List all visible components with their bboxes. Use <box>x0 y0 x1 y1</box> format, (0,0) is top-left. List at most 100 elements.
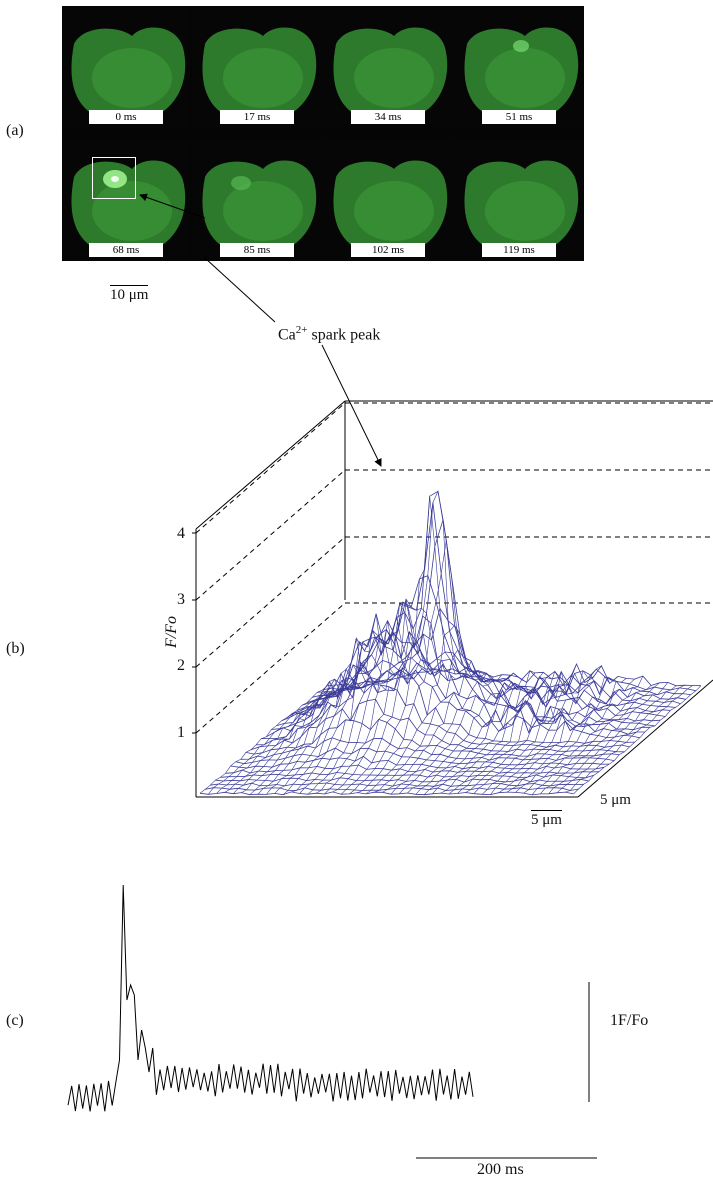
mesh-column-line <box>490 676 619 795</box>
axis-top-diagonal <box>195 400 346 530</box>
mesh-column-line <box>357 625 486 793</box>
mesh-column-line <box>531 682 660 796</box>
image-frame: 85 ms <box>193 139 321 261</box>
mesh-column-line <box>415 672 544 795</box>
mesh-column-line <box>423 677 552 795</box>
y-tick-label: 1 <box>177 724 185 741</box>
mesh-column-line <box>349 540 478 795</box>
y-tick-label: 2 <box>177 657 185 674</box>
frame-time-label: 0 ms <box>89 110 163 124</box>
mesh-column-line <box>548 685 677 794</box>
mesh-column-line <box>407 670 536 794</box>
mesh-row-line <box>199 791 574 796</box>
tick-guide-diagonal <box>195 469 346 601</box>
image-frame: 34 ms <box>324 6 452 128</box>
mesh-row-line <box>230 755 605 770</box>
annotation-label-main: Ca <box>278 326 296 344</box>
mesh-column-line <box>573 685 702 795</box>
mesh-column-line <box>540 682 669 795</box>
mesh-column-line <box>324 598 453 795</box>
scale-bar-horizontal-label: 200 ms <box>477 1161 524 1178</box>
surface-mesh <box>199 490 702 796</box>
mesh-column-line <box>332 496 461 793</box>
mesh-column-line <box>565 685 693 793</box>
mesh-column-line <box>506 678 635 793</box>
frame-time-label: 51 ms <box>482 110 556 124</box>
mesh-row-line <box>220 772 595 779</box>
mesh-column-line <box>440 684 569 794</box>
mesh-row-line <box>271 619 645 735</box>
mesh-column-line <box>316 601 444 794</box>
mesh-row-line <box>256 680 630 748</box>
y-tick-label: 4 <box>177 525 185 542</box>
tick-guide-diagonal <box>195 402 346 534</box>
mesh-row-line <box>235 747 610 766</box>
mesh-row-line <box>240 737 615 761</box>
mesh-column-line <box>481 675 610 795</box>
panel-c-label: (c) <box>6 1012 24 1029</box>
mesh-column-line <box>266 660 395 795</box>
mesh-column-line <box>498 678 627 793</box>
panel-a-label: (a) <box>6 122 24 139</box>
frame-time-label: 85 ms <box>220 243 294 257</box>
mesh-column-line <box>307 602 436 795</box>
image-frame: 51 ms <box>455 6 583 128</box>
mesh-row-line <box>205 787 579 791</box>
axis-right-diagonal <box>577 679 713 798</box>
mesh-column-line <box>299 613 428 794</box>
mesh-row-line <box>317 658 691 696</box>
mesh-row-line <box>210 782 584 787</box>
image-frame-grid: 0 ms 17 ms 34 ms 51 ms 68 ms 85 ms 102 m… <box>62 6 584 261</box>
panel-b-label: (b) <box>6 640 25 657</box>
mesh-column-line <box>398 679 527 795</box>
frame-time-label: 34 ms <box>351 110 425 124</box>
mesh-column-line <box>556 684 685 794</box>
mesh-row-line <box>327 662 702 687</box>
fluorescence-trace-line <box>67 884 474 1112</box>
leader-line-lower <box>321 344 382 467</box>
mesh-column-line <box>199 685 328 794</box>
mesh-column-line <box>523 685 652 794</box>
mesh-column-line <box>340 490 469 795</box>
mesh-column-line <box>448 663 577 795</box>
mesh-row-line <box>276 613 650 731</box>
mesh-column-line <box>274 638 403 794</box>
scale-bar-x: 5 μm <box>531 810 562 828</box>
mesh-column-line <box>282 636 411 795</box>
tick-guide-diagonal <box>195 536 346 668</box>
mesh-column-line <box>374 660 503 793</box>
mesh-column-line <box>465 670 594 793</box>
frame-time-label: 119 ms <box>482 243 556 257</box>
mesh-row-line <box>245 718 620 757</box>
mesh-column-line <box>515 675 644 793</box>
mesh-column-line <box>390 672 519 795</box>
leader-roi-arrow <box>139 193 206 219</box>
image-frame: 102 ms <box>324 139 452 261</box>
frame-time-label: 17 ms <box>220 110 294 124</box>
mesh-column-line <box>382 674 511 793</box>
scale-bar-y: 5 μm <box>600 792 631 808</box>
mesh-column-line <box>257 668 386 795</box>
mesh-row-line <box>250 698 625 753</box>
mesh-column-line <box>432 670 561 794</box>
mesh-row-line <box>322 668 696 692</box>
mesh-column-line <box>457 672 585 794</box>
image-frame: 68 ms <box>62 139 190 261</box>
mesh-row-line <box>225 764 600 774</box>
annotation-label-sup: 2+ <box>295 324 308 336</box>
roi-box <box>92 157 136 199</box>
mesh-column-line <box>216 684 345 794</box>
annotation-label-rest: spark peak <box>307 326 381 344</box>
mesh-column-line <box>232 682 361 794</box>
spark-peak-annotation: Ca2+ spark peak <box>278 324 380 344</box>
mesh-row-line <box>301 519 676 708</box>
mesh-column-line <box>473 665 602 794</box>
tick-guide-diagonal <box>195 602 346 734</box>
mesh-column-line <box>249 677 378 795</box>
y-tick-label: 3 <box>177 591 185 608</box>
scale-bar-vertical-label: 1F/Fo <box>610 1012 649 1029</box>
mesh-row-line <box>306 607 681 705</box>
